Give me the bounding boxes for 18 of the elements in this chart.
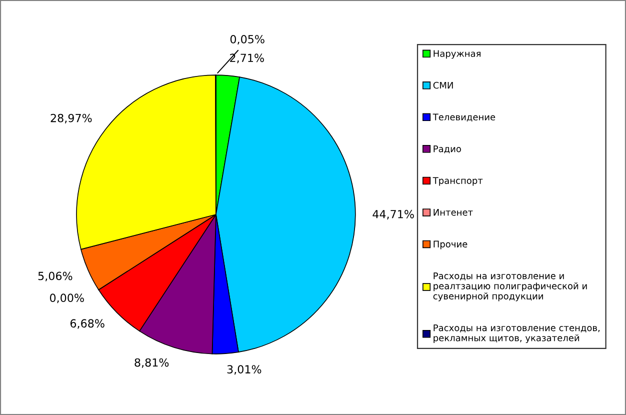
data-label: 8,81% [134,358,169,368]
data-label: 2,71% [230,54,264,64]
legend-label: СМИ [433,82,453,89]
legend-label: Расходы на изготовление стендов, рекламных щитов, указателей [434,324,600,344]
legend-label: Телевидение [432,114,496,122]
legend-label: Интенет [434,209,473,216]
legend-label: Транспорт [432,177,483,186]
text: 0,00% [50,294,84,304]
data-label: 28,97% [50,114,92,124]
data-label: 6,68% [70,319,104,329]
data-label: 0,05% [230,34,264,45]
legend-label: Прочие [434,240,468,250]
legend-label: Радио [434,145,461,154]
data-label: 3,01% [227,365,262,375]
data-label: 44,71% [372,210,414,220]
legend-label: Расходы на изготовление и реалтзацию полиграфической и сувенирной продукции [433,272,587,302]
data-label: 5,06% [38,272,72,282]
legend-label: Наружная [434,50,480,59]
